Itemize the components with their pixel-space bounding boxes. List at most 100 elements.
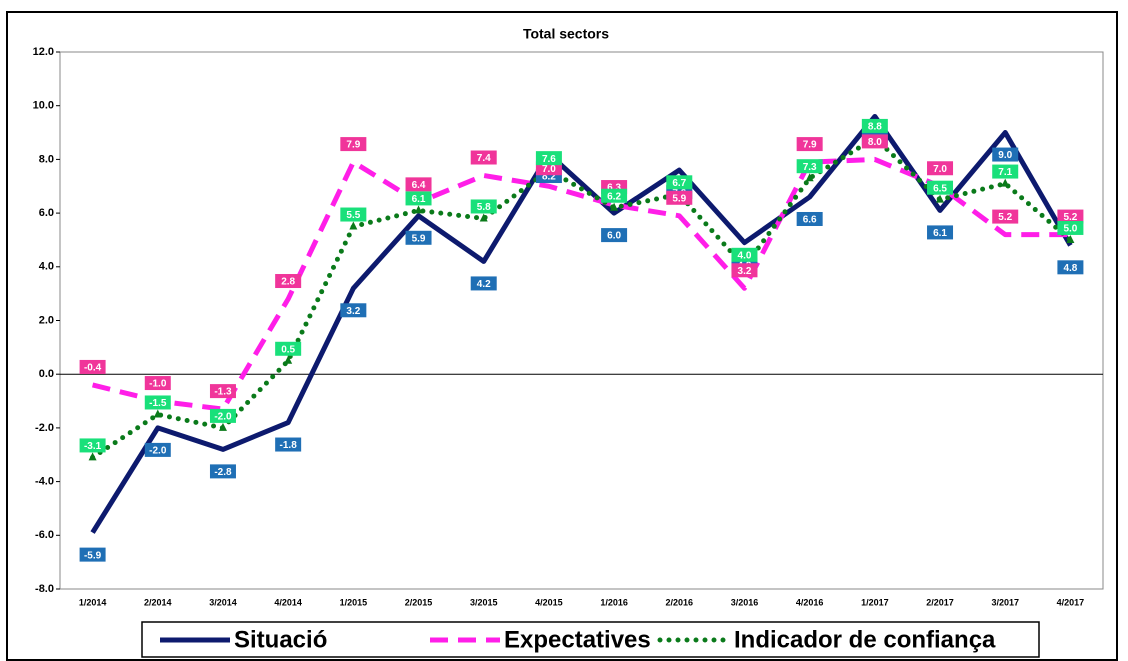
value-label: 5.8 (477, 202, 491, 213)
x-tick-label: 3/2015 (470, 597, 498, 607)
value-label: -2.0 (149, 446, 167, 457)
value-label-box (601, 188, 628, 203)
y-tick-label: 8.0 (39, 153, 54, 165)
value-label: 5.2 (1063, 212, 1077, 223)
legend-label: Indicador de confiança (734, 626, 996, 653)
value-label: 6.3 (607, 183, 621, 194)
value-label: 8.2 (542, 172, 556, 183)
value-label: 6.4 (412, 180, 426, 191)
value-label: 6.6 (803, 215, 817, 226)
point-marker (1001, 178, 1010, 187)
value-label-box (861, 134, 888, 149)
legend-label: Expectatives (504, 626, 651, 653)
value-label: 6.0 (607, 231, 621, 242)
value-label-box (340, 137, 367, 152)
value-label: 5.9 (672, 193, 686, 204)
value-label: 6.1 (933, 228, 947, 239)
value-label: 5.5 (346, 210, 360, 221)
x-tick-label: 2/2017 (926, 597, 954, 607)
value-label: 8.8 (868, 122, 882, 133)
series-line (91, 156, 1071, 412)
point-marker (153, 409, 162, 418)
value-label: 7.4 (477, 153, 491, 164)
value-label-box (79, 438, 106, 453)
point-marker (414, 205, 423, 214)
value-label-box (405, 191, 432, 206)
point-marker (936, 194, 945, 203)
legend-label: Situació (234, 626, 327, 653)
value-label-box (405, 230, 432, 245)
point-marker (284, 355, 293, 364)
value-label-box (79, 359, 106, 374)
value-label-box (666, 190, 693, 205)
y-tick-label: 6.0 (39, 207, 54, 219)
value-label: 6.7 (672, 178, 686, 189)
value-label: 5.9 (412, 233, 426, 244)
value-label: -5.9 (84, 550, 102, 561)
value-label-box (470, 150, 497, 165)
value-label-box (731, 247, 758, 262)
x-tick-label: 1/2014 (79, 597, 107, 607)
value-label: 7.0 (542, 164, 556, 175)
point-marker (805, 173, 814, 182)
value-label: -2.0 (214, 412, 232, 423)
value-label-box (340, 303, 367, 318)
value-label-box (275, 274, 302, 289)
y-tick-label: -8.0 (35, 583, 54, 595)
value-label-box (209, 384, 236, 399)
value-label-box (796, 137, 823, 152)
value-label: -2.8 (214, 467, 232, 478)
value-label: -3.1 (84, 441, 102, 452)
value-label-box (992, 147, 1019, 162)
y-tick-label: 10.0 (33, 100, 54, 112)
value-label-box (927, 180, 954, 195)
value-label: -1.3 (214, 387, 232, 398)
value-label-box (470, 199, 497, 214)
point-marker (218, 422, 227, 431)
x-tick-label: 3/2017 (991, 597, 1019, 607)
value-label-box (144, 442, 171, 457)
value-label-box (1057, 260, 1084, 275)
x-tick-label: 4/2017 (1057, 597, 1085, 607)
value-label-box (275, 437, 302, 452)
x-tick-label: 3/2016 (731, 597, 759, 607)
x-tick-label: 2/2016 (666, 597, 694, 607)
value-label: 7.1 (998, 167, 1012, 178)
value-label-box (927, 225, 954, 240)
y-tick-label: -6.0 (35, 529, 54, 541)
x-tick-label: 1/2015 (340, 597, 368, 607)
value-label-box (144, 395, 171, 410)
value-label-box (992, 209, 1019, 224)
value-label: 7.9 (346, 140, 360, 151)
x-tick-label: 4/2016 (796, 597, 824, 607)
value-label-box (601, 228, 628, 243)
x-tick-label: 1/2017 (861, 597, 889, 607)
value-label-box (209, 464, 236, 479)
series-line (90, 113, 1073, 534)
value-label: -1.5 (149, 398, 167, 409)
value-label: -0.4 (84, 363, 102, 374)
point-marker (610, 202, 619, 211)
point-marker (1066, 234, 1075, 243)
value-label: 8.0 (868, 137, 882, 148)
value-label: 0.5 (281, 344, 295, 355)
value-label-box (796, 159, 823, 174)
value-label: 6.1 (412, 194, 426, 205)
value-label: 7.9 (803, 140, 817, 151)
value-label-box (79, 547, 106, 562)
legend (141, 621, 1040, 658)
value-label: 2.8 (281, 277, 295, 288)
value-label-box (535, 151, 562, 166)
point-marker (479, 213, 488, 222)
value-label-box (731, 263, 758, 278)
series-line (90, 135, 1073, 460)
x-tick-label: 4/2015 (535, 597, 563, 607)
value-label-box (275, 341, 302, 356)
value-label-box (1057, 209, 1084, 224)
chart-title: Total sectors (523, 26, 609, 42)
x-tick-label: 3/2014 (209, 597, 237, 607)
value-label-box (1057, 220, 1084, 235)
value-label: 9.0 (998, 150, 1012, 161)
